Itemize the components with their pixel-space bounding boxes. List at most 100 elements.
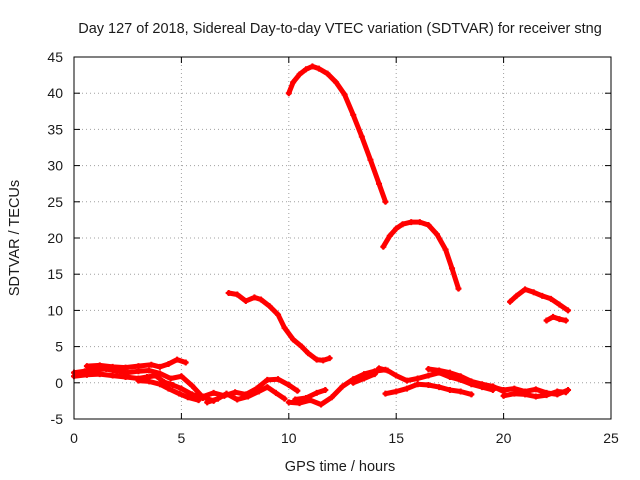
series-markers-arc-peak-43 [285,63,389,205]
data-point [315,65,322,72]
data-point [457,373,464,380]
y-tick-label: 20 [47,230,63,246]
data-point [83,371,90,378]
data-point [371,371,378,378]
data-point [350,111,357,118]
data-point [285,90,292,97]
data-point [242,297,249,304]
data-point [511,385,518,392]
data-point [232,389,239,396]
data-point [403,385,410,392]
data-point [425,221,432,228]
data-point [305,350,312,357]
data-point [489,384,496,391]
data-point [350,379,357,386]
data-point [165,385,172,392]
data-point [414,375,421,382]
data-point [367,156,374,163]
data-point [244,393,251,400]
series-markers-band-10-to-12-b [292,387,329,403]
data-point [146,367,153,374]
data-point [313,356,320,363]
data-point [425,381,432,388]
data-point [266,303,273,310]
data-point [184,394,191,401]
data-point [285,399,292,406]
data-point [146,378,153,385]
data-point [122,374,129,381]
data-point [416,219,423,226]
data-point [275,376,282,383]
data-point [446,369,453,376]
series-markers-arc-20-to-23-upper [507,286,572,314]
data-point [408,219,415,226]
data-point [425,372,432,379]
data-point [446,387,453,394]
data-point [384,367,391,374]
data-point [255,388,262,395]
data-point [302,66,309,73]
x-tick-label: 0 [70,430,78,446]
data-point [189,382,196,389]
data-point [322,387,329,394]
x-axis-label: GPS time / hours [285,459,395,475]
y-tick-label: 40 [47,85,63,101]
data-point [358,133,365,140]
data-point [156,370,163,377]
series-line-band-6-to-9 [200,376,300,400]
data-point [556,301,563,308]
series-markers-band-6-to-9-b [204,384,288,406]
data-point [436,367,443,374]
data-point [376,365,383,372]
data-point [436,384,443,391]
data-point [513,292,520,299]
data-point [479,381,486,388]
data-point [292,396,299,403]
data-point [313,389,320,396]
series-markers-arc-peak-22 [380,219,462,292]
data-point [264,376,271,383]
data-point [225,290,232,297]
data-point [109,363,116,370]
data-point [468,391,475,398]
y-tick-label: 35 [47,121,63,137]
data-point [124,369,131,376]
y-tick-label: 0 [55,375,63,391]
series-markers-arc-7-to-12 [225,290,333,364]
series-markers-band-19-to-23-b [500,388,569,400]
data-point [257,296,264,303]
chart-title: Day 127 of 2018, Sidereal Day-to-day VTE… [78,21,602,37]
series-markers-arc-20-to-23-lower [543,313,569,324]
data-point [339,383,346,390]
y-tick-label: 5 [55,339,63,355]
y-axis-label: SDTVAR / TECUs [7,180,23,296]
data-point [156,363,163,370]
series-line-band-0-to-5-c [84,357,189,371]
data-series [71,63,572,408]
axis-ticks: 0 5 10 15 20 25 -5 0 5 10 15 20 25 30 35 40 45 [47,49,619,446]
data-point [522,391,529,398]
data-point [511,390,518,397]
data-point [302,395,309,402]
data-point [442,246,449,253]
y-tick-label: 15 [47,266,63,282]
data-point [167,375,174,382]
data-point [135,377,142,384]
series-line-band-10-to-12 [286,367,388,407]
data-point [178,385,185,392]
x-tick-label: 25 [603,430,619,446]
data-point [204,399,211,406]
data-point [223,390,230,397]
y-tick-label: 25 [47,194,63,210]
data-point [264,384,271,391]
data-point [199,393,206,400]
data-point [562,317,569,324]
data-point [414,381,421,388]
data-point [296,71,303,78]
data-point [376,180,383,187]
data-point [328,394,335,401]
data-point [178,373,185,380]
data-point [500,392,507,399]
data-point [449,265,456,272]
